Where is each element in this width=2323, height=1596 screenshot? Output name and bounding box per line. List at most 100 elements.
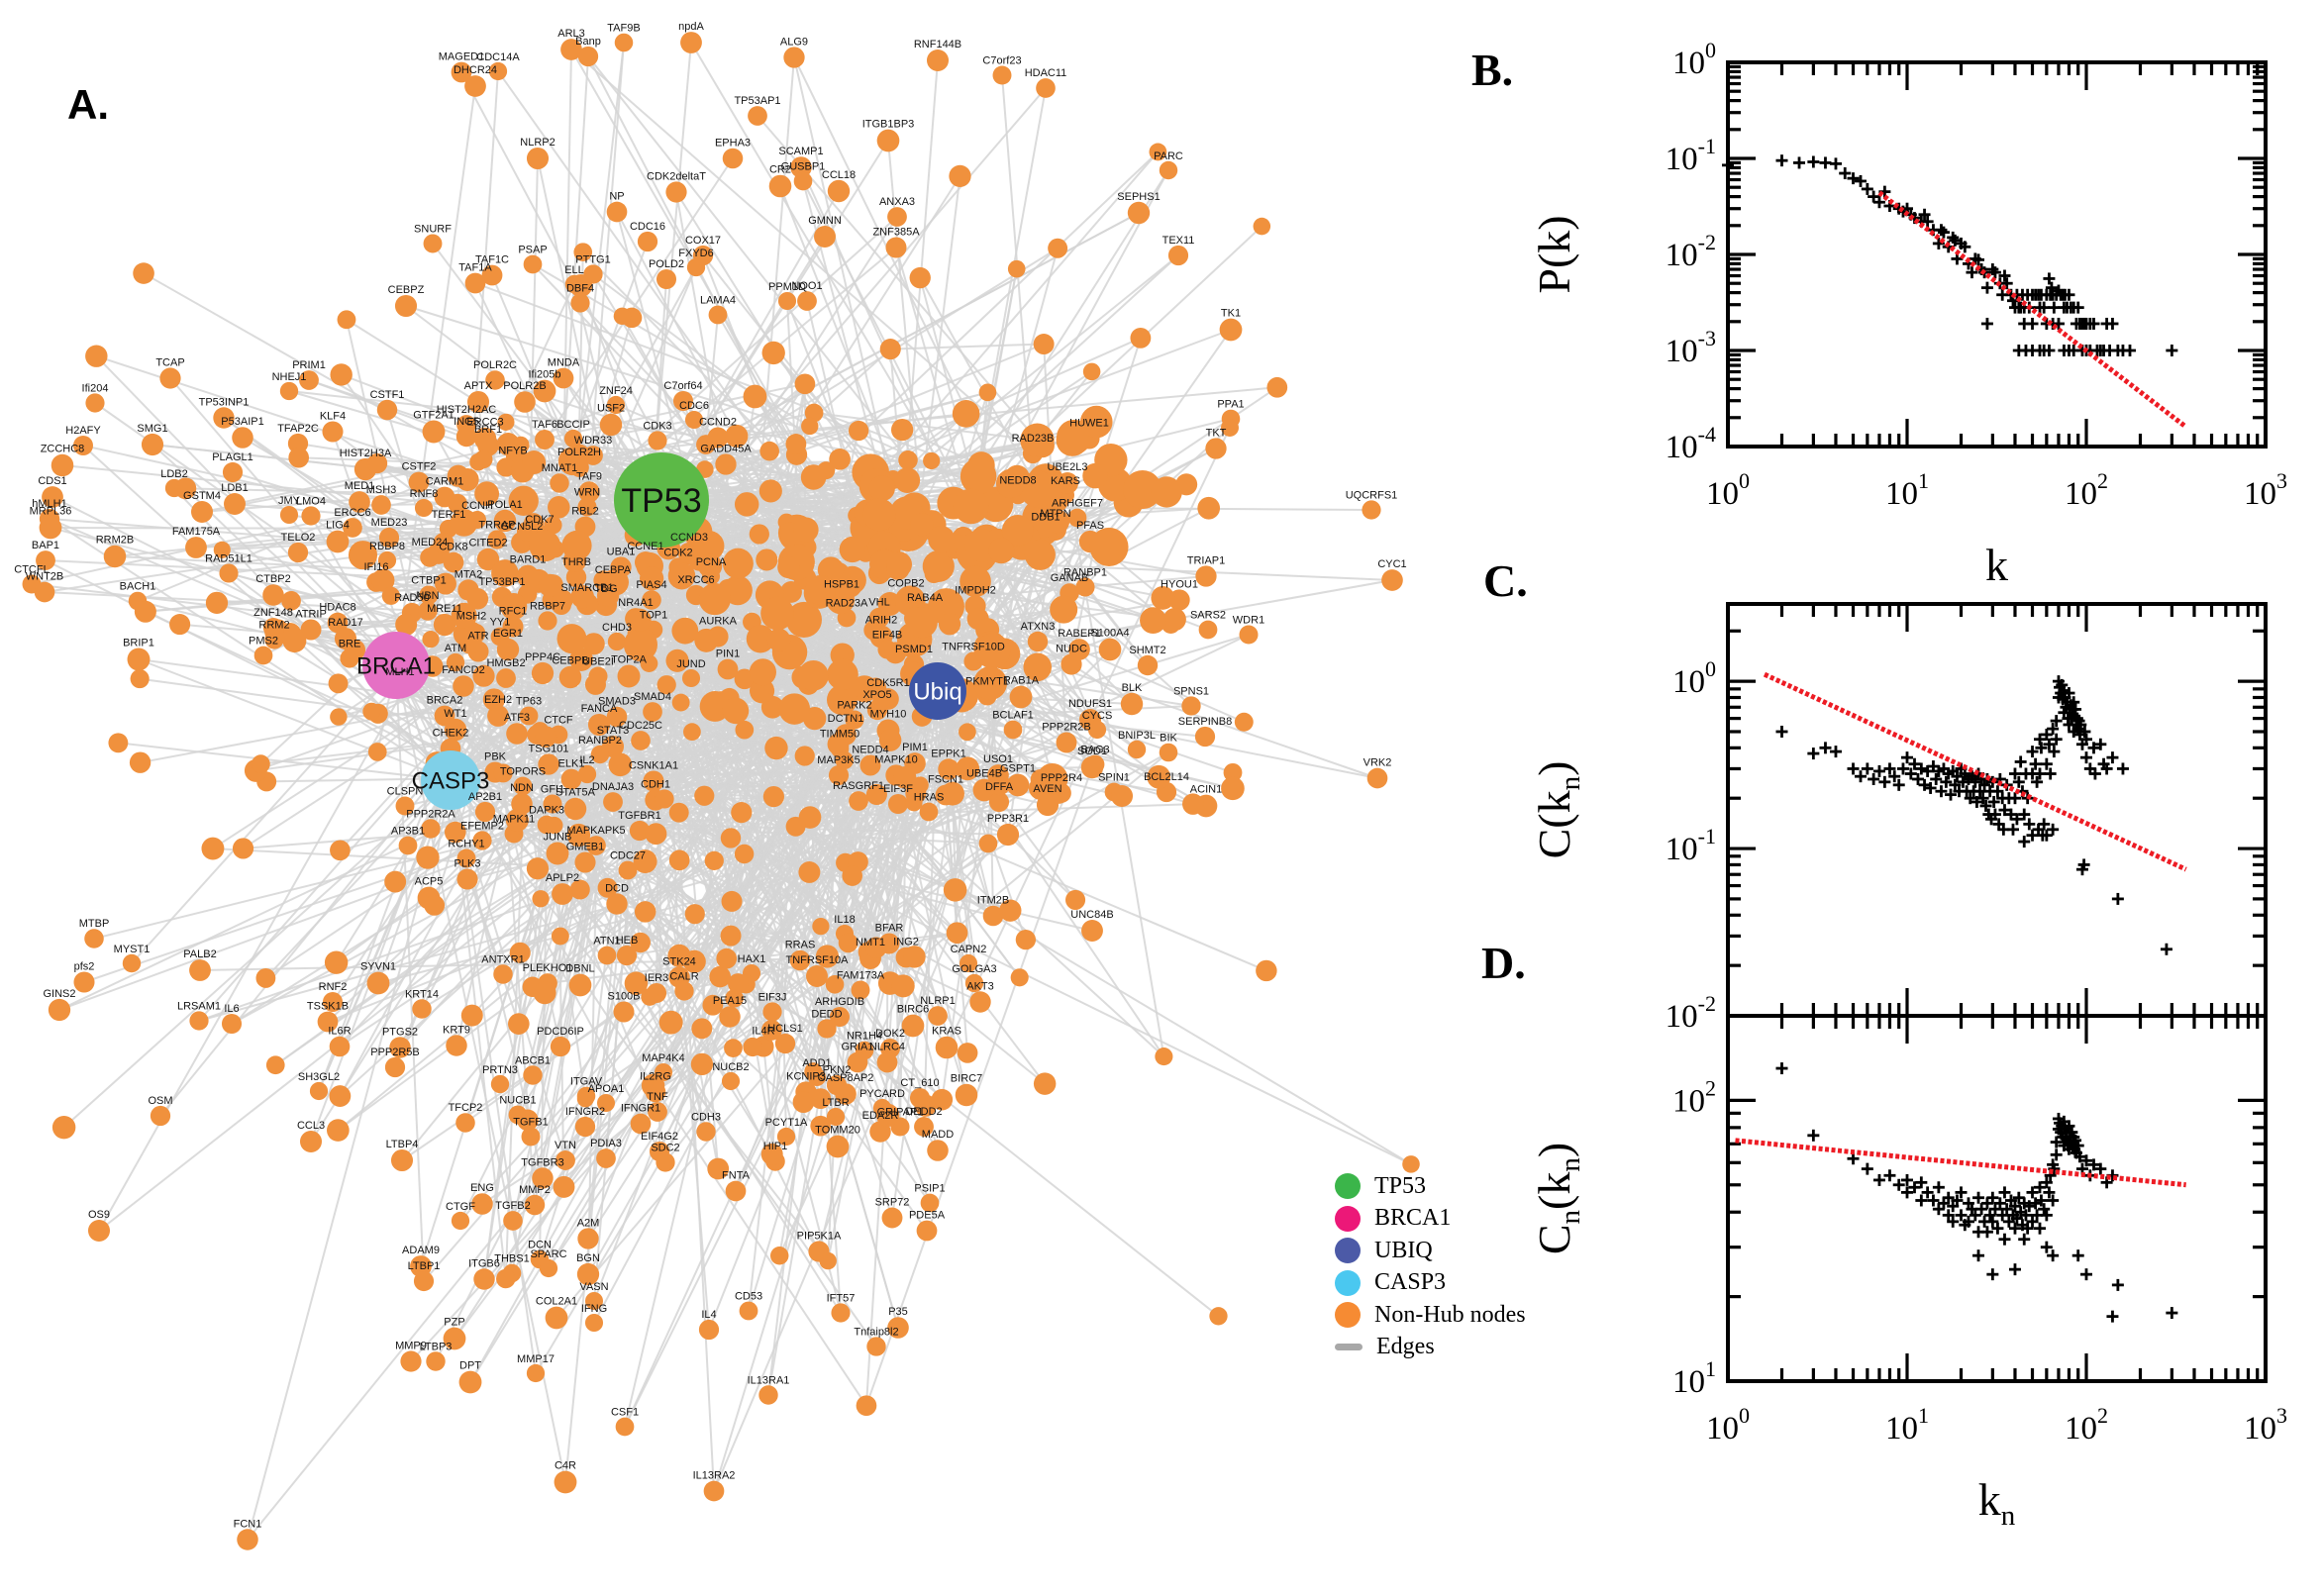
network-edge	[847, 690, 939, 944]
network-edge	[95, 355, 397, 666]
x-axis-label: kn	[1978, 1474, 2016, 1532]
network-edge	[937, 690, 1378, 779]
tick-label: 102	[2065, 468, 2108, 512]
network-node	[570, 293, 590, 313]
network-node	[637, 231, 658, 252]
network-edge	[639, 830, 928, 1232]
network-edge	[288, 390, 662, 501]
y-axis-label: P(k)	[1529, 215, 1579, 293]
network-edge	[770, 675, 815, 1031]
network-node	[722, 148, 744, 169]
casp3-dot-icon	[1335, 1269, 1361, 1296]
chart-C: 100 10-1 10-2 C(kn)	[1529, 602, 2268, 1035]
network-node	[692, 245, 714, 266]
network-edge	[660, 236, 826, 501]
axis-ticks	[1726, 604, 2268, 1018]
network-edge	[138, 658, 452, 781]
network-edge	[645, 910, 836, 986]
network-edge	[377, 779, 452, 984]
network-nodes	[22, 32, 1420, 1550]
panel-c-label: C.	[1483, 555, 1528, 606]
plot-frame	[1726, 602, 2268, 1018]
network-edge	[813, 412, 1038, 442]
network-edge	[98, 439, 546, 1232]
network-node	[481, 264, 503, 286]
network-edge	[118, 742, 452, 781]
network-node	[777, 291, 797, 311]
legend-item-nonhub: Non-Hub nodes	[1335, 1299, 1526, 1332]
network-edge	[462, 615, 588, 775]
panel-d-label: D.	[1481, 938, 1526, 988]
network-node	[1036, 78, 1056, 98]
legend-item-tp53: TP53	[1335, 1170, 1526, 1203]
network-edge	[890, 343, 1045, 350]
y-axis-label: C(kn)	[1529, 761, 1586, 859]
network-edge	[540, 731, 693, 900]
network-edge	[778, 774, 999, 1256]
network-node	[783, 47, 805, 68]
fit-line	[1877, 190, 2188, 430]
tick-label: 10-1	[1666, 134, 1716, 177]
network-edge	[395, 664, 1412, 1165]
network-edge	[247, 779, 452, 1541]
nonhub-dot-icon	[1335, 1302, 1361, 1329]
network-node	[464, 272, 486, 294]
tick-label: 10-1	[1666, 824, 1716, 867]
network-edge	[337, 687, 876, 1132]
tick-label: 10-2	[1666, 991, 1716, 1035]
network-node	[464, 75, 486, 97]
legend-label: UBIQ	[1374, 1237, 1433, 1263]
network-edge	[878, 617, 991, 684]
legend-label: Non-Hub nodes	[1374, 1301, 1526, 1328]
tick-label: 101	[1885, 468, 1929, 512]
scatter-points	[1775, 675, 2172, 955]
network-edge	[1089, 427, 1231, 721]
panel-b-label: B.	[1471, 45, 1514, 95]
network-node	[768, 174, 792, 198]
tp53-dot-icon	[1335, 1173, 1361, 1200]
tick-label: 100	[1706, 468, 1750, 512]
network-node	[992, 65, 1012, 85]
network-edge	[462, 615, 563, 895]
network-edge	[660, 190, 840, 501]
network-node	[926, 49, 950, 72]
x-axis-label: k	[1985, 540, 2008, 590]
network-edge	[865, 766, 1093, 1407]
network-edge	[587, 55, 909, 461]
network-edge	[504, 572, 657, 835]
network-edge	[874, 690, 939, 948]
network-edge	[730, 759, 846, 937]
tick-label: 103	[2244, 1403, 2287, 1446]
legend-item-edges: Edges	[1335, 1332, 1526, 1364]
legend-item-casp3: CASP3	[1335, 1267, 1526, 1300]
network-edge	[991, 649, 1093, 768]
network-node	[665, 181, 687, 203]
network-node	[577, 46, 599, 67]
network-edge	[450, 779, 829, 1262]
network-node	[656, 268, 677, 290]
network-edge	[937, 690, 1027, 941]
network-edge	[952, 392, 989, 504]
tick-label: 103	[2244, 468, 2287, 512]
network-edge	[450, 644, 642, 781]
panel-a-label: A.	[67, 81, 109, 128]
network-node	[614, 33, 634, 52]
network-edge	[937, 475, 1096, 692]
network-edge	[713, 843, 989, 1492]
plot-frame	[1726, 60, 2268, 449]
tick-label: 100	[1672, 656, 1716, 700]
tick-label: 10-3	[1666, 326, 1716, 369]
network-edge	[998, 338, 1142, 785]
legend-item-ubiq: UBIQ	[1335, 1235, 1526, 1267]
network-edge	[450, 499, 662, 781]
network-edge	[339, 893, 563, 1097]
network-node	[523, 254, 543, 274]
tick-label: 100	[1672, 38, 1716, 81]
tick-label: 100	[1706, 1403, 1750, 1446]
axis-ticks	[1726, 60, 2268, 449]
scatter-points	[1775, 1062, 2178, 1323]
chart-B: 100 101 102 103 100 10-1 10-2 10-3 10-4 k P(k)	[1529, 38, 2287, 590]
